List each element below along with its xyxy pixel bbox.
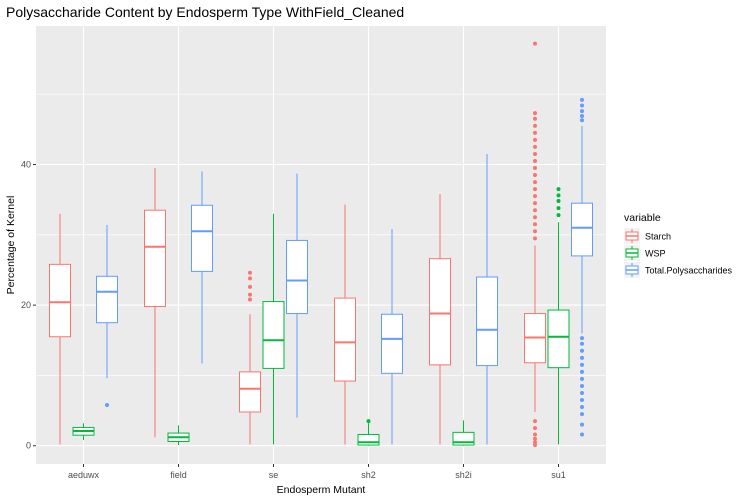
- outlier-point: [533, 194, 537, 199]
- outlier-point: [580, 369, 584, 374]
- outlier-point: [533, 41, 537, 46]
- box: [476, 276, 498, 367]
- outlier-point: [533, 440, 537, 445]
- outlier-point: [580, 376, 584, 381]
- outlier-point: [366, 419, 371, 424]
- outlier-point: [533, 426, 537, 431]
- outlier-point: [580, 103, 584, 108]
- outlier-point: [580, 422, 584, 427]
- outlier-point: [533, 130, 537, 135]
- legend-label: WSP: [645, 249, 666, 259]
- outlier-point: [533, 419, 537, 424]
- outlier-point: [580, 109, 584, 114]
- box-series: [49, 41, 593, 448]
- outlier-point: [580, 97, 584, 102]
- box: [334, 297, 356, 382]
- y-axis-title: Percentage of Kernel: [5, 196, 17, 295]
- outlier-point: [580, 405, 584, 410]
- y-tick-label: 0: [26, 441, 31, 451]
- outlier-point: [556, 213, 561, 218]
- outlier-point: [105, 402, 109, 407]
- legend: variable Starch WSP Total.Polysaccharides: [624, 212, 733, 278]
- outlier-point: [533, 137, 537, 142]
- outlier-point: [533, 443, 537, 448]
- legend-label: Starch: [645, 232, 671, 242]
- outlier-point: [533, 201, 537, 206]
- outlier-point: [248, 297, 252, 302]
- outlier-point: [580, 113, 584, 118]
- outlier-point: [580, 118, 584, 123]
- box: [571, 202, 593, 257]
- outlier-point: [580, 383, 584, 388]
- outlier-point: [580, 341, 584, 346]
- outlier-point: [533, 173, 537, 178]
- outlier-point: [580, 412, 584, 417]
- outlier-point: [533, 116, 537, 121]
- x-axis-title: Endosperm Mutant: [277, 484, 366, 496]
- box: [144, 209, 166, 308]
- x-tick-label: aeduwx: [68, 470, 100, 480]
- outlier-point: [248, 270, 252, 275]
- y-tick-label: 20: [21, 300, 31, 310]
- legend-label: Total.Polysaccharides: [645, 266, 733, 276]
- chart-title: Polysaccharide Content by Endosperm Type…: [6, 4, 404, 20]
- box: [96, 275, 118, 324]
- series-wsp: [72, 187, 570, 446]
- outlier-point: [556, 187, 561, 192]
- outlier-point: [533, 229, 537, 234]
- x-tick-label: field: [170, 470, 187, 480]
- outlier-point: [580, 362, 584, 367]
- outlier-point: [533, 436, 537, 441]
- outlier-point: [580, 390, 584, 395]
- outlier-point: [580, 348, 584, 353]
- outlier-point: [533, 208, 537, 213]
- outlier-point: [533, 222, 537, 227]
- series-starch: [49, 41, 546, 448]
- box: [191, 204, 213, 272]
- y-tick-label: 40: [21, 160, 31, 170]
- outlier-point: [533, 151, 537, 156]
- box: [49, 263, 71, 338]
- x-tick-label: sh2i: [455, 470, 472, 480]
- outlier-point: [580, 336, 584, 341]
- outlier-point: [533, 123, 537, 128]
- legend-title: variable: [624, 212, 661, 224]
- outlier-point: [580, 398, 584, 403]
- series-total-polysaccharides: [96, 97, 593, 445]
- outlier-point: [248, 276, 252, 281]
- outlier-point: [533, 166, 537, 171]
- box: [239, 371, 261, 413]
- outlier-point: [533, 432, 537, 437]
- box: [429, 258, 451, 366]
- outlier-point: [533, 215, 537, 220]
- outlier-point: [533, 236, 537, 241]
- outlier-point: [556, 206, 561, 211]
- box: [547, 309, 570, 369]
- plot-panel: [36, 26, 606, 464]
- outlier-point: [580, 432, 584, 437]
- outlier-point: [556, 199, 561, 204]
- box: [286, 239, 308, 315]
- x-tick-label: sh2: [361, 470, 376, 480]
- x-axis-ticks: aeduwx field se sh2 sh2i su1: [68, 464, 566, 480]
- x-tick-label: su1: [551, 470, 566, 480]
- box: [262, 301, 285, 369]
- outlier-point: [533, 158, 537, 163]
- x-tick-label: se: [269, 470, 279, 480]
- box: [381, 313, 403, 374]
- outlier-point: [533, 144, 537, 149]
- outlier-point: [248, 292, 252, 297]
- outlier-point: [533, 111, 537, 116]
- outlier-point: [248, 284, 252, 289]
- outlier-point: [556, 193, 561, 198]
- outlier-point: [533, 187, 537, 192]
- y-axis-ticks: 0 20 40: [21, 160, 36, 451]
- outlier-point: [580, 355, 584, 360]
- outlier-point: [533, 180, 537, 185]
- box: [357, 433, 380, 446]
